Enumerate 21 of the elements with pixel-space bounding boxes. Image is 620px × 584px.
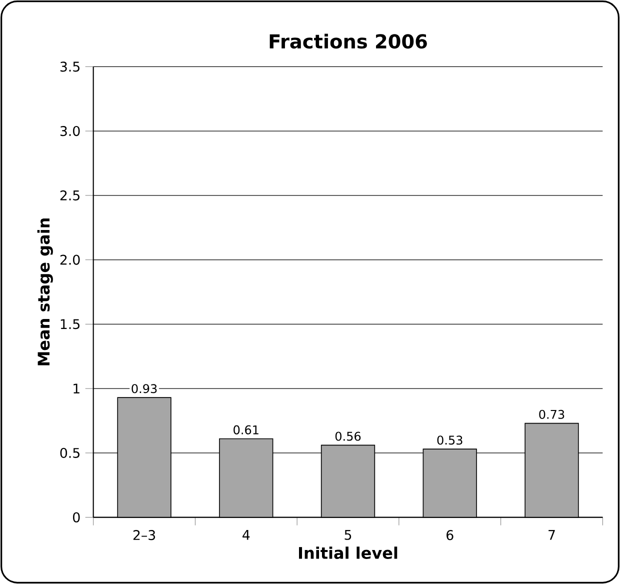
data-label: 0.93: [132, 384, 157, 394]
y-tick-label: 1.5: [60, 319, 80, 330]
y-tick-label: 2.0: [60, 254, 80, 265]
x-axis-title: Initial level: [299, 546, 398, 559]
x-tick-label: 2–3: [133, 530, 156, 540]
chart-title: Fractions 2006: [270, 34, 427, 49]
data-label: 0.56: [335, 432, 361, 441]
y-tick-label: 2.5: [60, 190, 80, 200]
y-tick-label: 3.0: [60, 126, 80, 136]
y-axis-title: Mean stage gain: [37, 218, 53, 366]
y-tick-label: 0: [73, 512, 80, 522]
data-label: 0.73: [539, 410, 564, 419]
x-tick-label: 6: [446, 530, 454, 540]
y-tick-label: 1: [74, 384, 80, 394]
data-label: 0.53: [437, 436, 462, 445]
x-tick-label: 4: [242, 530, 250, 540]
x-tick-label: 5: [344, 530, 352, 540]
y-tick-label: 0.5: [60, 448, 80, 458]
y-tick-label: 3.5: [60, 62, 80, 72]
data-label: 0.61: [234, 425, 258, 434]
x-tick-label: 7: [548, 530, 555, 540]
